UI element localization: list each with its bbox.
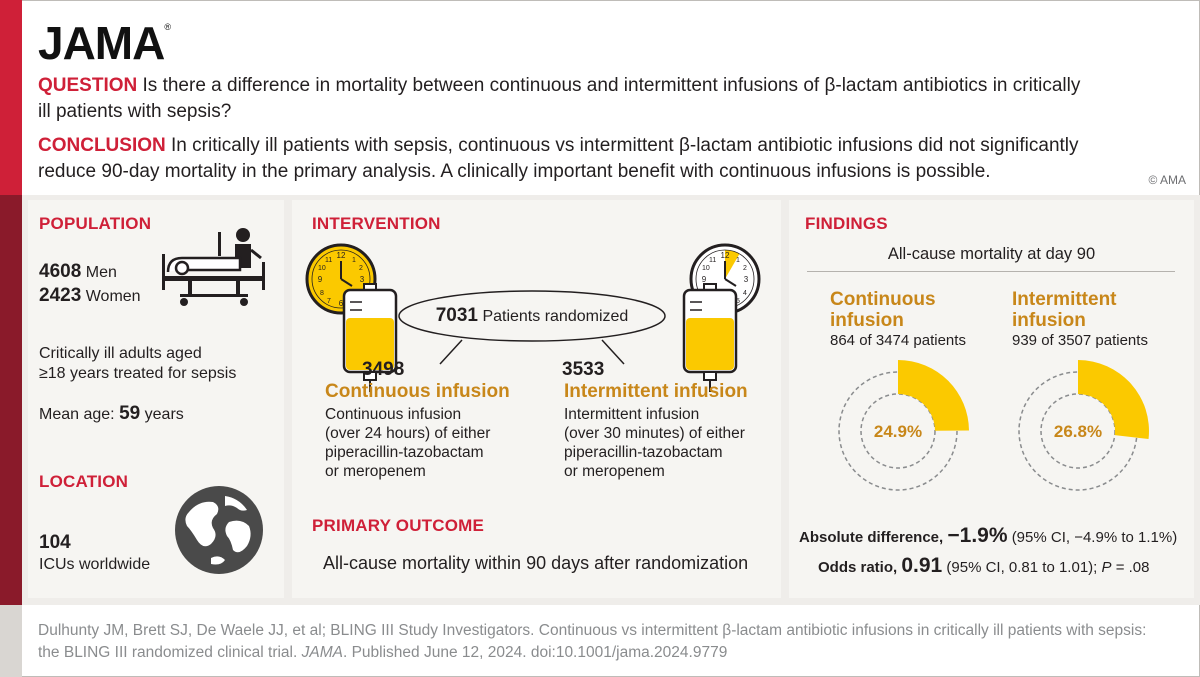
conclusion-label: CONCLUSION <box>38 135 166 156</box>
mean-age: Mean age: 59 years <box>39 403 184 424</box>
population-desc-1: Critically ill adults aged <box>39 345 202 362</box>
women-count: 2423 Women <box>39 285 141 306</box>
svg-text:9: 9 <box>702 275 707 284</box>
footer-accent-bar <box>0 605 22 677</box>
continuous-pct: 24.9% <box>874 422 922 441</box>
intermittent-mortality-donut: 26.8% <box>1018 360 1149 491</box>
primary-outcome-title: PRIMARY OUTCOME <box>312 516 485 535</box>
svg-text:3: 3 <box>744 275 749 284</box>
iv-bag-icon-intermittent <box>682 283 738 392</box>
question-text: QUESTION Is there a difference in mortal… <box>38 75 1081 122</box>
svg-text:2: 2 <box>359 265 363 272</box>
svg-text:1: 1 <box>736 257 740 264</box>
continuous-finding-heading: Continuous infusion <box>830 289 936 331</box>
svg-text:6: 6 <box>339 299 344 308</box>
findings-title: FINDINGS <box>805 214 888 233</box>
men-count: 4608 Men <box>39 261 117 282</box>
svg-text:5: 5 <box>736 298 740 305</box>
odds-ratio: Odds ratio, 0.91 (95% CI, 0.81 to 1.01);… <box>818 554 1150 577</box>
intermittent-pct: 26.8% <box>1054 422 1102 441</box>
svg-text:7: 7 <box>327 298 331 305</box>
svg-text:11: 11 <box>325 257 332 264</box>
svg-text:2: 2 <box>743 265 747 272</box>
findings-panel: FINDINGS All-cause mortality at day 90 C… <box>789 200 1194 598</box>
continuous-mortality-donut: 24.9% <box>838 360 969 491</box>
continuous-count: 3498 <box>362 359 405 380</box>
globe-icon <box>175 486 263 574</box>
intermittent-infusion-heading: Intermittent infusion <box>564 381 748 402</box>
icu-label: ICUs worldwide <box>39 556 151 573</box>
svg-text:8: 8 <box>320 290 324 297</box>
conclusion-text: CONCLUSION In critically ill patients wi… <box>38 135 1079 182</box>
svg-text:10: 10 <box>318 265 326 272</box>
iv-bag-icon-continuous <box>342 283 398 392</box>
copyright: © AMA <box>1148 173 1186 187</box>
dark-accent-bar <box>0 195 22 605</box>
svg-text:11: 11 <box>709 257 716 264</box>
svg-text:4: 4 <box>743 290 747 297</box>
question-label: QUESTION <box>38 75 138 96</box>
population-desc-2: ≥18 years treated for sepsis <box>39 365 237 382</box>
intermittent-finding-heading: Intermittent infusion <box>1012 289 1117 331</box>
icu-count: 104 <box>39 532 71 553</box>
location-title: LOCATION <box>39 472 129 491</box>
citation: Dulhunty JM, Brett SJ, De Waele JJ, et a… <box>38 622 1147 661</box>
intermittent-infusion-desc: Intermittent infusion (over 30 minutes) … <box>564 406 745 480</box>
red-accent-bar <box>0 0 22 195</box>
svg-text:9: 9 <box>318 275 323 284</box>
svg-text:10: 10 <box>702 265 710 272</box>
intervention-title: INTERVENTION <box>312 214 441 233</box>
findings-subtitle: All-cause mortality at day 90 <box>887 245 1096 263</box>
intervention-panel: INTERVENTION 12 3 6 9 1 2 4 5 7 8 10 11 … <box>292 200 781 598</box>
jama-logo: JAMA® <box>38 17 171 69</box>
svg-text:12: 12 <box>721 251 730 260</box>
continuous-infusion-heading: Continuous infusion <box>325 381 510 402</box>
randomization-diagram <box>398 290 666 365</box>
continuous-infusion-desc: Continuous infusion (over 24 hours) of e… <box>325 406 491 480</box>
intermittent-count: 3533 <box>562 359 605 380</box>
findings-divider <box>807 271 1175 272</box>
svg-text:3: 3 <box>360 275 365 284</box>
population-panel: POPULATION 4608 Men 2423 Women Criticall… <box>28 200 284 598</box>
continuous-mortality-slice <box>898 360 969 431</box>
journal-name: JAMA <box>301 644 343 661</box>
svg-text:1: 1 <box>352 257 356 264</box>
absolute-difference: Absolute difference, −1.9% (95% CI, −4.9… <box>799 524 1178 547</box>
intermittent-events: 939 of 3507 patients <box>1012 332 1148 349</box>
population-title: POPULATION <box>39 214 152 233</box>
continuous-events: 864 of 3474 patients <box>830 332 966 349</box>
hospital-bed-icon <box>162 228 265 306</box>
patients-randomized: 7031 Patients randomized <box>435 305 629 326</box>
primary-outcome-text: All-cause mortality within 90 days after… <box>323 553 749 573</box>
svg-text:12: 12 <box>337 251 346 260</box>
intermittent-mortality-slice <box>1078 360 1149 440</box>
